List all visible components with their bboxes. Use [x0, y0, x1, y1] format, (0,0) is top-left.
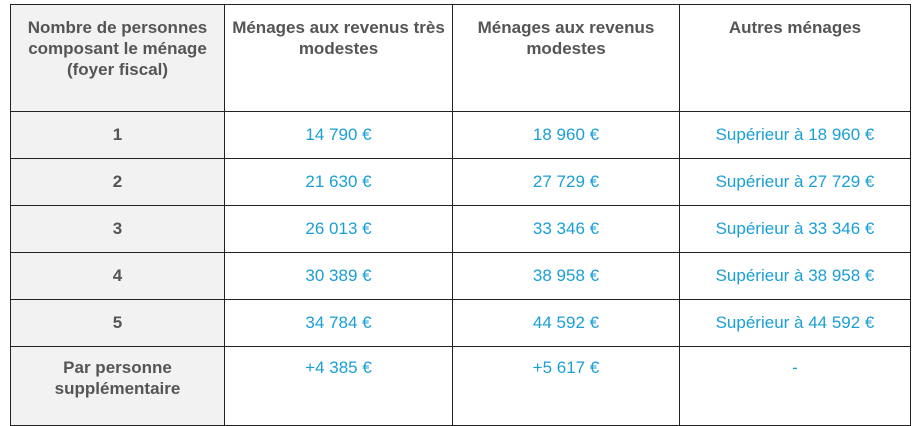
table-row: Par personne supplémentaire +4 385 € +5 …	[10, 346, 911, 426]
header-household-size: Nombre de personnes composant le ménage …	[10, 4, 225, 112]
header-very-modest-income: Ménages aux revenus très modestes	[224, 4, 453, 112]
table-row: 4 30 389 € 38 958 € Supérieur à 38 958 €	[10, 252, 911, 300]
value-cell: Supérieur à 33 346 €	[679, 205, 911, 253]
header-other-households: Autres ménages	[679, 4, 911, 112]
table-header: Nombre de personnes composant le ménage …	[10, 4, 911, 112]
table-row: 2 21 630 € 27 729 € Supérieur à 27 729 €	[10, 158, 911, 206]
row-header-cell: Par personne supplémentaire	[10, 346, 225, 426]
value-cell: 44 592 €	[452, 299, 680, 347]
header-row: Nombre de personnes composant le ménage …	[10, 4, 911, 112]
value-cell: 30 389 €	[224, 252, 453, 300]
row-header-cell: 5	[10, 299, 225, 347]
table-row: 1 14 790 € 18 960 € Supérieur à 18 960 €	[10, 111, 911, 159]
table-row: 3 26 013 € 33 346 € Supérieur à 33 346 €	[10, 205, 911, 253]
table-row: 5 34 784 € 44 592 € Supérieur à 44 592 €	[10, 299, 911, 347]
value-cell: +4 385 €	[224, 346, 453, 426]
value-cell: 18 960 €	[452, 111, 680, 159]
value-cell: 21 630 €	[224, 158, 453, 206]
row-header-cell: 3	[10, 205, 225, 253]
value-cell: 38 958 €	[452, 252, 680, 300]
page: Nombre de personnes composant le ménage …	[10, 4, 911, 426]
value-cell: Supérieur à 38 958 €	[679, 252, 911, 300]
value-cell: 26 013 €	[224, 205, 453, 253]
value-cell: 34 784 €	[224, 299, 453, 347]
value-cell: Supérieur à 18 960 €	[679, 111, 911, 159]
value-cell: +5 617 €	[452, 346, 680, 426]
value-cell: 33 346 €	[452, 205, 680, 253]
value-cell: Supérieur à 44 592 €	[679, 299, 911, 347]
value-cell: -	[679, 346, 911, 426]
header-modest-income: Ménages aux revenus modestes	[452, 4, 680, 112]
row-header-cell: 4	[10, 252, 225, 300]
row-header-cell: 2	[10, 158, 225, 206]
value-cell: 14 790 €	[224, 111, 453, 159]
value-cell: 27 729 €	[452, 158, 680, 206]
value-cell: Supérieur à 27 729 €	[679, 158, 911, 206]
income-threshold-table: Nombre de personnes composant le ménage …	[10, 4, 911, 426]
row-header-cell: 1	[10, 111, 225, 159]
table-body: 1 14 790 € 18 960 € Supérieur à 18 960 €…	[10, 111, 911, 426]
